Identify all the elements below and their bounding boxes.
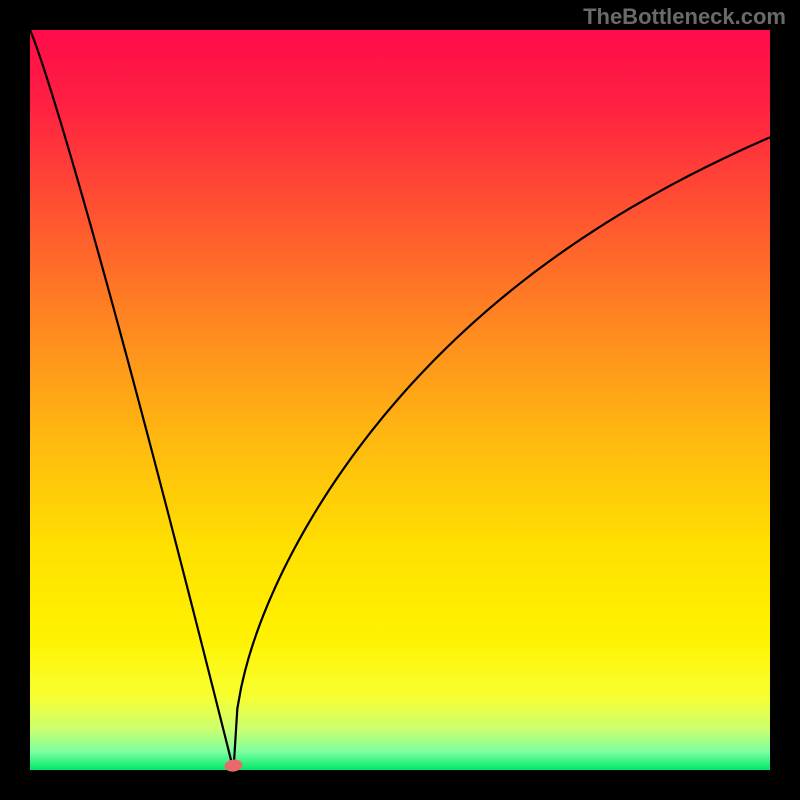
chart-plot-area [30,30,770,770]
watermark-text: TheBottleneck.com [583,4,786,29]
